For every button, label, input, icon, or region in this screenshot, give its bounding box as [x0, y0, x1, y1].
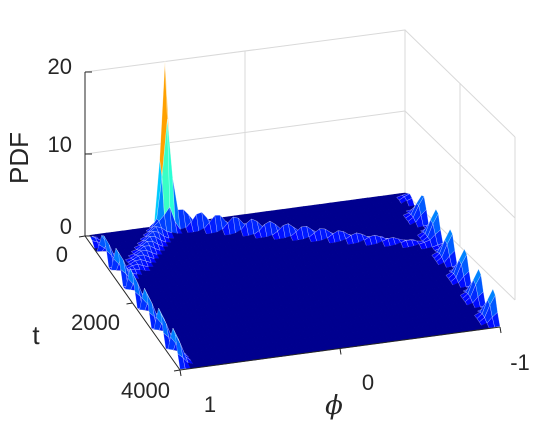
z-tick-label-20: 20: [48, 54, 72, 79]
surface-patch: [492, 312, 501, 328]
phi-tick-label-neg1: -1: [510, 350, 530, 375]
t-tick-mark: [126, 302, 133, 305]
t-tick-label-2000: 2000: [71, 310, 120, 335]
t-tick-label-4000: 4000: [121, 378, 170, 403]
surface-mesh: [84, 61, 501, 370]
t-tick-label-0: 0: [56, 242, 68, 267]
t-tick-mark: [173, 369, 181, 372]
phi-tick-mark: [179, 369, 182, 377]
phi-tick-label-0: 0: [362, 370, 374, 395]
z-tick-label-10: 10: [48, 132, 72, 157]
t-tick-mark: [78, 235, 86, 238]
z-tick-label-0: 0: [60, 214, 72, 239]
phi-tick-mark: [499, 326, 502, 334]
phi-tick-mark: [339, 348, 342, 355]
tick-marks: [78, 71, 502, 377]
t-axis-label: t: [32, 320, 40, 350]
z-axis-label: PDF: [4, 132, 34, 184]
phi-axis-label: ϕ: [325, 391, 343, 420]
phi-tick-label-1: 1: [204, 392, 216, 417]
